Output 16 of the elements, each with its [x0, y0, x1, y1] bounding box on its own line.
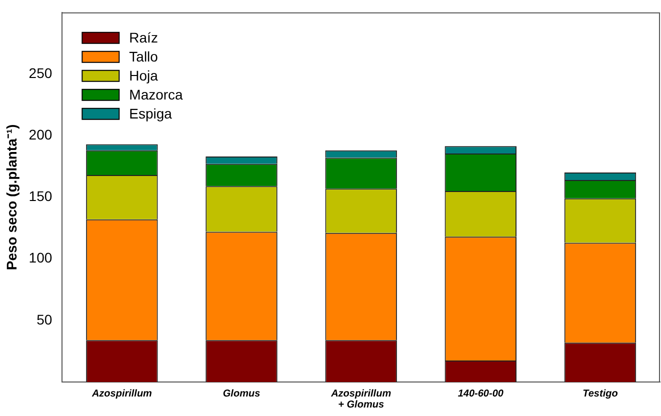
legend-label: Raíz — [129, 29, 158, 46]
x-tick-label: Azospirillum — [90, 388, 152, 400]
legend-label: Mazorca — [129, 86, 184, 102]
y-axis-title: Peso seco (g.planta⁻¹) — [3, 124, 20, 270]
legend-label: Hoja — [129, 67, 158, 84]
legend-label: Tallo — [129, 48, 158, 64]
y-tick-label: 200 — [28, 126, 52, 142]
legend-label: Espiga — [129, 105, 172, 122]
y-tick-label: 100 — [28, 250, 52, 266]
x-tick-label: 140-60-00 — [458, 388, 504, 400]
x-tick-label: Azospirillum + Glomus — [330, 388, 392, 410]
y-tick-label: 50 — [36, 311, 52, 328]
y-tick-label: 150 — [28, 188, 52, 204]
x-tick-label: Testigo — [582, 388, 618, 400]
x-tick-label: Glomus — [222, 388, 261, 400]
y-tick-label: 250 — [28, 64, 52, 81]
